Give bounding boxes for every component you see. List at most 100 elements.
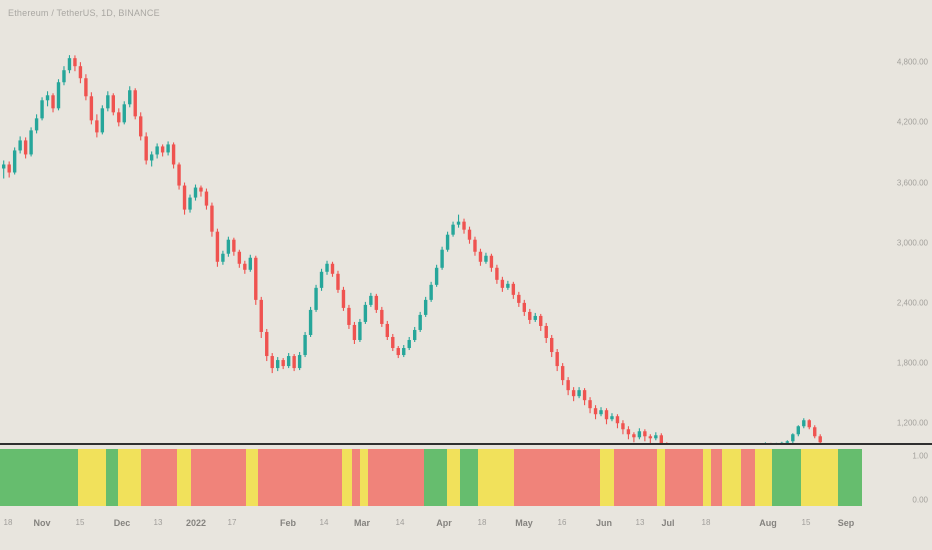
regime-segment-red: [191, 449, 246, 506]
regime-segment-red: [741, 449, 755, 506]
time-axis-label-major: 2022: [185, 518, 207, 528]
price-axis-label: 0.00: [912, 495, 928, 505]
regime-segment-red: [514, 449, 600, 506]
candle-up: [363, 304, 368, 322]
candle-up: [34, 118, 39, 131]
candle-down: [237, 251, 242, 264]
regime-segment-green: [106, 449, 118, 506]
regime-segment-green: [424, 449, 447, 506]
candle-down: [478, 251, 483, 262]
time-axis-label-major: Nov: [33, 518, 51, 528]
candle-up: [149, 154, 154, 161]
candle-down: [160, 146, 165, 153]
price-axis[interactable]: 4,800.00 4,200.00 3,600.00 3,000.00 2,400.00…: [862, 0, 932, 512]
candlestick-chart[interactable]: [0, 0, 862, 443]
candle-down: [473, 239, 477, 252]
time-axis-label-major: Aug: [759, 518, 777, 528]
regime-segment-red: [352, 449, 360, 506]
regime-segment-red: [665, 449, 703, 506]
regime-segment-yellow: [78, 449, 106, 506]
candle-up: [128, 90, 132, 105]
candle-up: [276, 360, 280, 369]
candle-down: [84, 78, 88, 97]
candle-up: [577, 390, 581, 397]
regime-segment-red: [368, 449, 424, 506]
candle-wick: [666, 442, 668, 443]
candle-down: [204, 191, 209, 206]
candle-down: [182, 185, 187, 210]
candle-down: [593, 408, 598, 415]
candle-up: [193, 187, 198, 198]
candle-down: [7, 164, 11, 173]
candle-down: [566, 380, 570, 391]
regime-segment-yellow: [755, 449, 772, 506]
candle-up: [45, 95, 50, 101]
pane-separator[interactable]: [0, 443, 932, 445]
candle-down: [73, 58, 77, 67]
candle-down: [259, 299, 263, 332]
time-axis-label-major: Mar: [353, 518, 371, 528]
candle-down: [489, 255, 494, 268]
candle-down: [517, 294, 521, 303]
candle-down: [199, 187, 203, 192]
candle-up: [325, 263, 329, 272]
candle-up: [506, 283, 510, 288]
regime-segment-yellow: [177, 449, 191, 506]
candle-up: [319, 271, 324, 288]
candle-up: [303, 334, 307, 356]
candle-up: [796, 426, 800, 435]
price-axis-label: 3,000.00: [896, 238, 928, 248]
regime-segment-green: [460, 449, 478, 506]
time-axis-label-minor: 14: [395, 518, 405, 527]
candle-down: [522, 302, 526, 312]
candle-up: [791, 434, 795, 442]
candle-down: [336, 273, 340, 290]
candle-wick: [649, 434, 651, 443]
candle-up: [654, 435, 658, 439]
candle-up: [67, 58, 72, 71]
candle-up: [802, 420, 806, 427]
candle-wick: [3, 160, 5, 179]
candle-down: [144, 136, 148, 161]
candle-down: [582, 390, 587, 401]
candle-up: [402, 348, 406, 356]
candle-up: [62, 70, 66, 83]
time-axis[interactable]: 18 Nov 15 Dec 13 2022 17 Feb 14 Mar 14 Apr 18 May 16 Ju…: [0, 512, 932, 550]
regime-segment-yellow: [478, 449, 514, 506]
symbol-legend[interactable]: Ethereum / TetherUS, 1D, BINANCE: [8, 8, 160, 18]
candle-up: [434, 267, 439, 285]
regime-segment-red: [614, 449, 657, 506]
time-axis-label-minor: 15: [75, 518, 85, 527]
candle-down: [133, 90, 137, 117]
candle-down: [555, 352, 559, 367]
regime-segment-yellow: [801, 449, 838, 506]
candle-down: [539, 315, 543, 326]
candle-down: [281, 360, 285, 367]
candle-down: [341, 289, 346, 308]
candle-up: [418, 314, 422, 330]
regime-segment-yellow: [246, 449, 258, 506]
candle-up: [2, 164, 6, 169]
candle-up: [314, 287, 318, 310]
regime-indicator-pane[interactable]: [0, 449, 862, 506]
price-pane[interactable]: Ethereum / TetherUS, 1D, BINANCE: [0, 0, 862, 443]
time-axis-label-major: Jun: [595, 518, 613, 528]
candle-down: [495, 267, 499, 280]
candle-down: [265, 331, 269, 357]
candle-up: [429, 284, 433, 300]
candle-down: [550, 337, 554, 353]
candle-up: [18, 140, 22, 151]
candle-down: [243, 263, 247, 270]
candle-up: [610, 416, 614, 420]
candle-down: [111, 95, 115, 113]
price-axis-label: 1,200.00: [896, 418, 928, 428]
candle-up: [637, 431, 642, 438]
candle-down: [588, 400, 592, 409]
candle-up: [533, 315, 537, 320]
candle-down: [347, 307, 351, 325]
time-axis-label-minor: 17: [227, 518, 237, 527]
candle-down: [818, 436, 822, 443]
candle-down: [254, 257, 258, 300]
regime-segment-yellow: [360, 449, 368, 506]
